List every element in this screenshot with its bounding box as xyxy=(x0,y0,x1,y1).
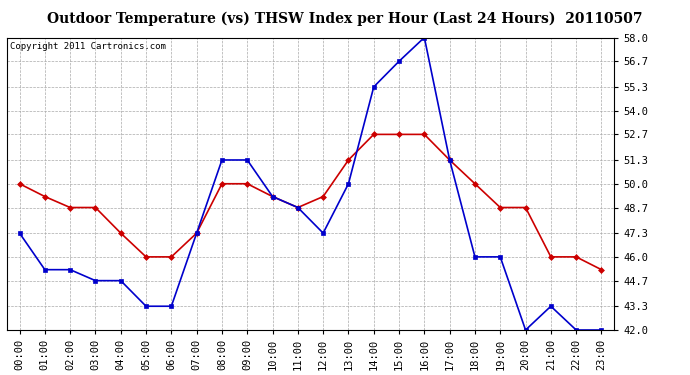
Text: Outdoor Temperature (vs) THSW Index per Hour (Last 24 Hours)  20110507: Outdoor Temperature (vs) THSW Index per … xyxy=(47,11,643,26)
Text: Copyright 2011 Cartronics.com: Copyright 2011 Cartronics.com xyxy=(10,42,166,51)
